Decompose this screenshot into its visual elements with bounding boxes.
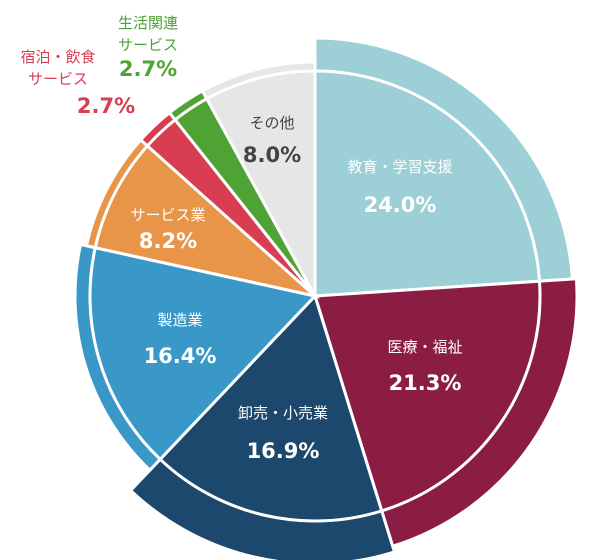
slice-labels: 教育・学習支援 24.0% 医療・福祉 21.3% 卸売・小売業 16.9% 製造業 16.4… xyxy=(20,14,462,463)
slice-value-7: 8.0% xyxy=(243,143,301,167)
slice-label-5: 宿泊・飲食サービス xyxy=(20,48,95,88)
divider-ring xyxy=(88,69,542,523)
slice-value-2: 16.9% xyxy=(247,439,320,463)
slice-label-4: サービス業 xyxy=(130,206,205,224)
slice-label-6: 生活関連サービス xyxy=(118,14,178,54)
slice-label-1: 医療・福祉 xyxy=(387,338,462,356)
slice-label-0: 教育・学習支援 xyxy=(347,158,452,176)
slice-value-5: 2.7% xyxy=(77,94,135,118)
slice-value-4: 8.2% xyxy=(139,229,197,253)
slice-value-1: 21.3% xyxy=(389,371,462,395)
slice-value-3: 16.4% xyxy=(144,344,217,368)
slice-label-3: 製造業 xyxy=(157,311,202,329)
slice-value-6: 2.7% xyxy=(119,57,177,81)
slice-0 xyxy=(313,69,542,298)
slice-label-7: その他 xyxy=(249,114,294,132)
slice-value-0: 24.0% xyxy=(364,193,437,217)
slice-label-2: 卸売・小売業 xyxy=(238,404,328,422)
inner-wedges xyxy=(88,69,542,523)
